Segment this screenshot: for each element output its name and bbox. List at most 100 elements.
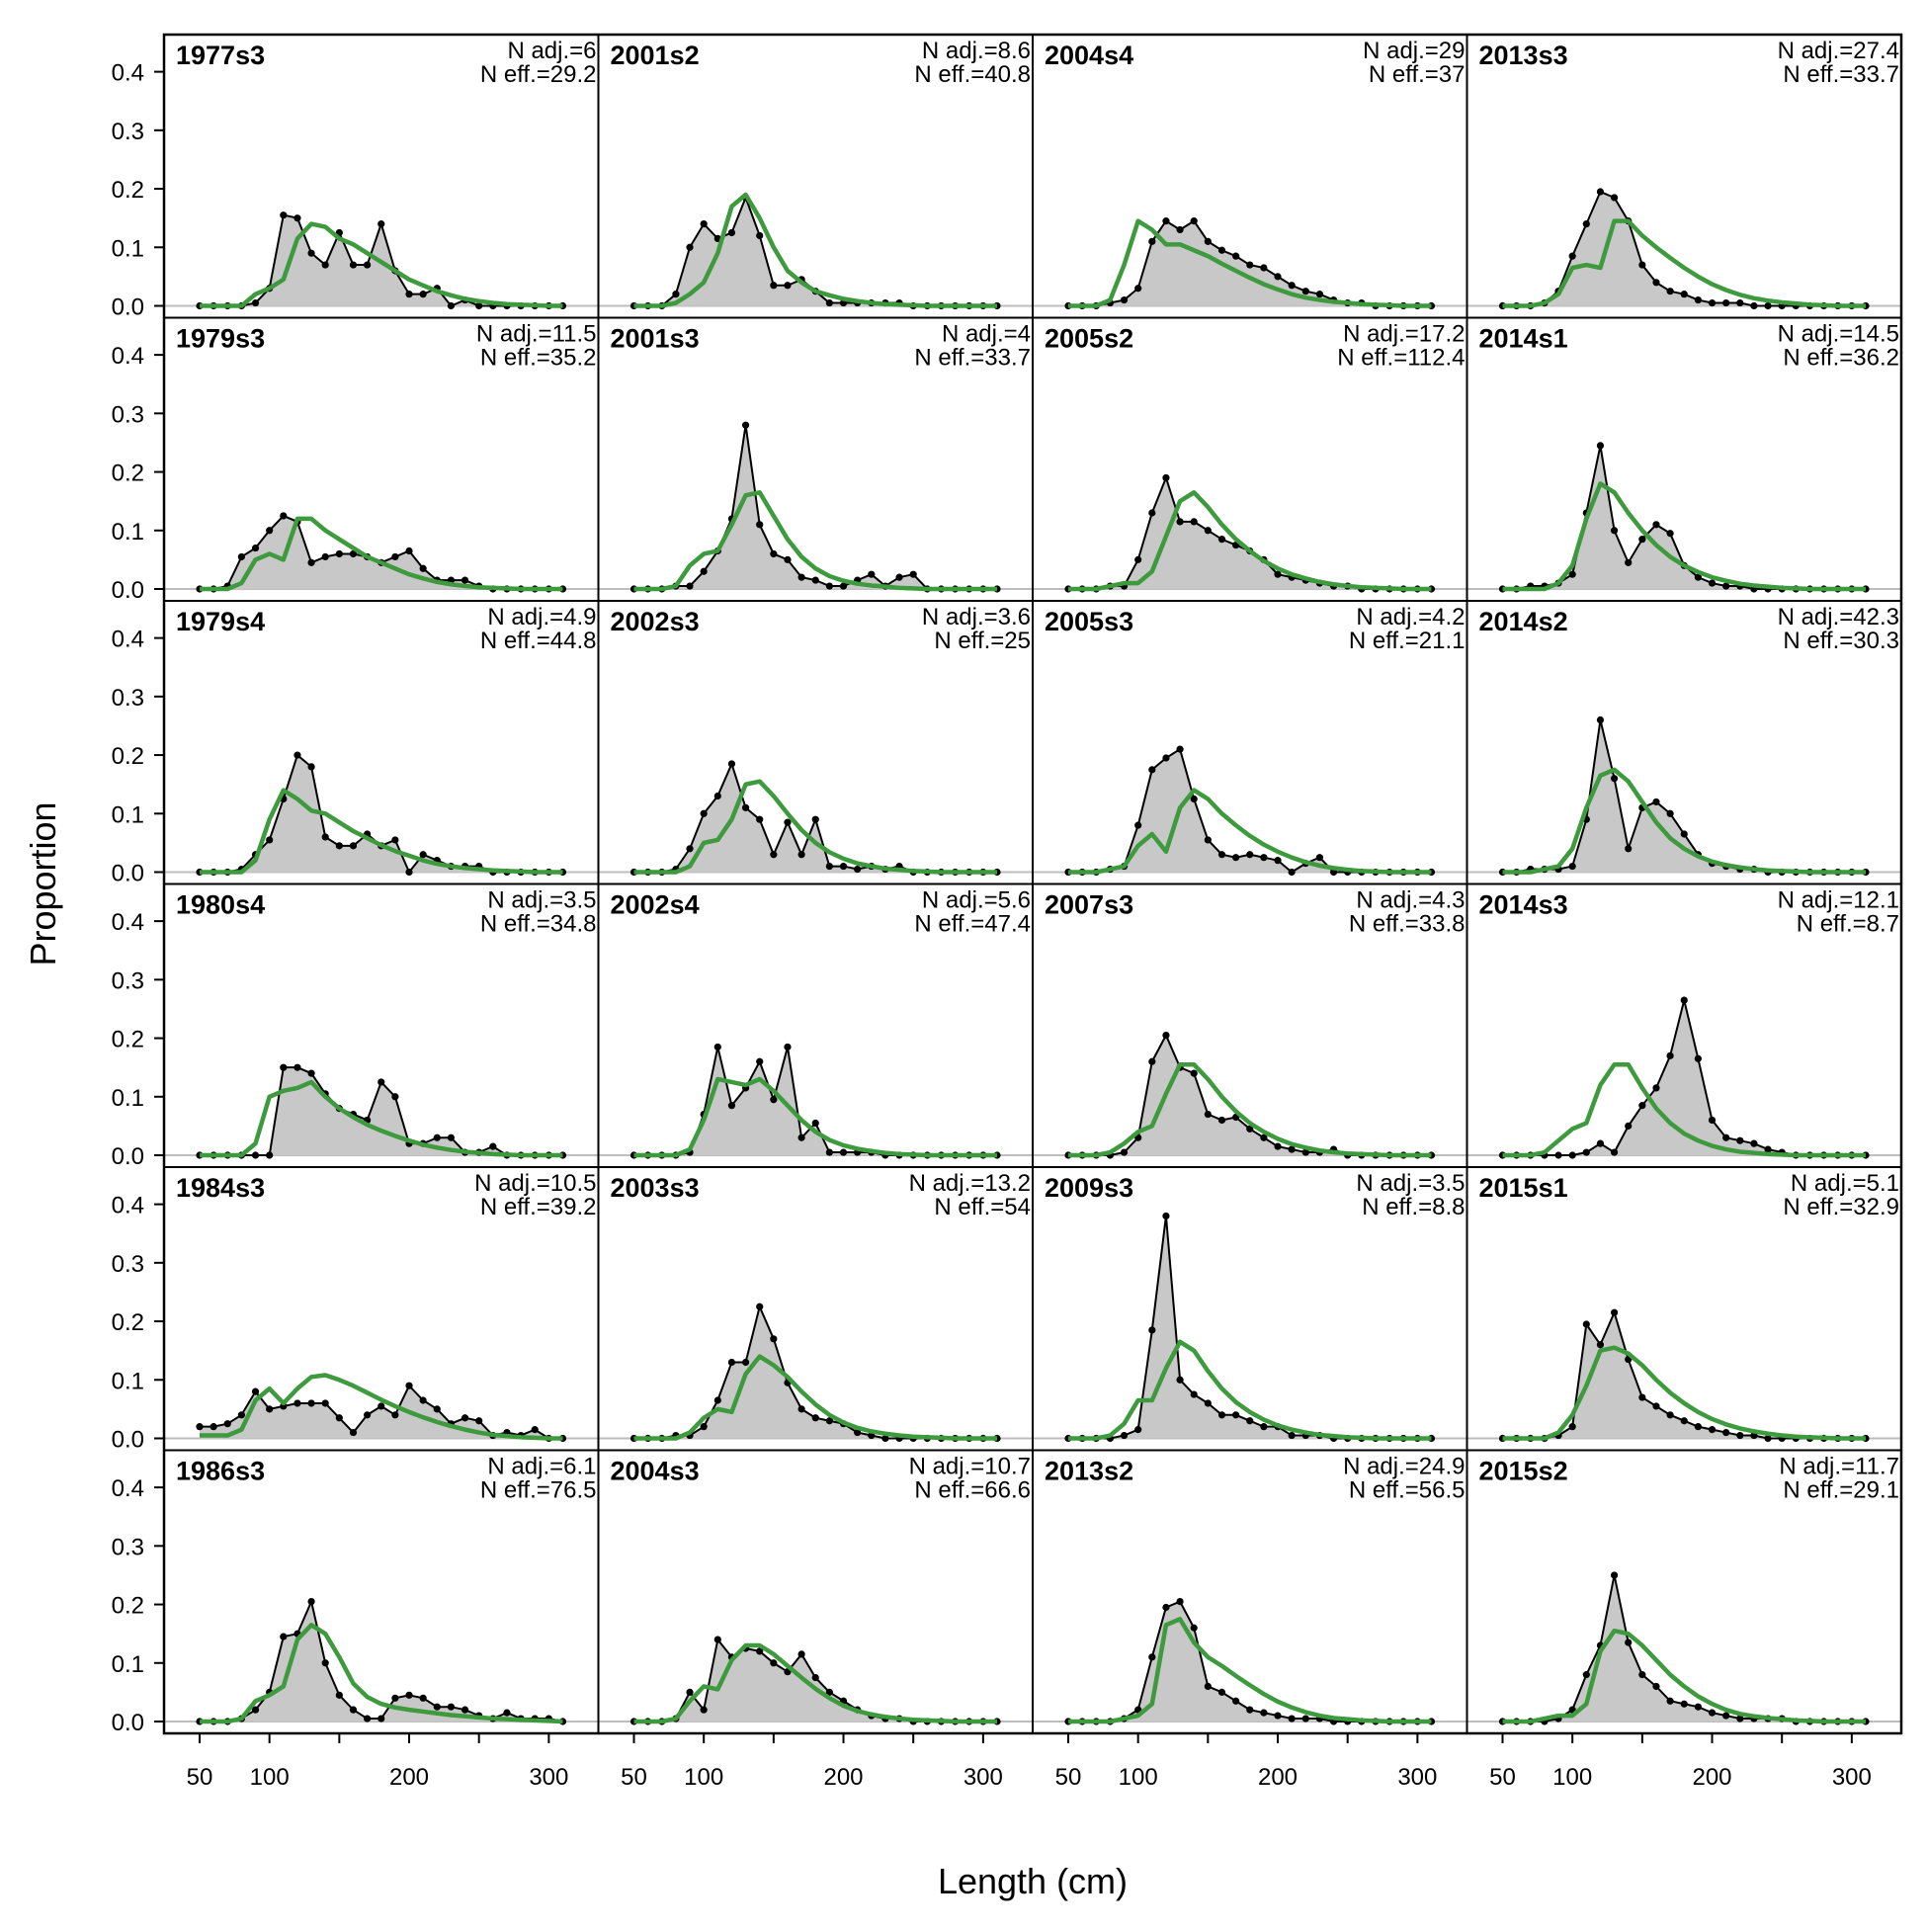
n-adj-label: N adj.=6 — [507, 38, 596, 64]
observed-point — [784, 818, 792, 826]
observed-point — [1680, 996, 1688, 1004]
observed-point — [1288, 282, 1296, 290]
observed-point — [349, 1706, 358, 1714]
observed-point — [1134, 821, 1142, 829]
observed-point — [1217, 246, 1226, 254]
n-adj-label: N adj.=24.9 — [1343, 1454, 1465, 1480]
expected-line — [200, 221, 563, 308]
observed-point — [1288, 868, 1296, 877]
panel-title: 2001s2 — [611, 41, 700, 70]
observed-point — [1190, 1390, 1198, 1398]
observed-point — [377, 1402, 385, 1410]
x-tick-label: 200 — [389, 1764, 429, 1791]
observed-point — [489, 1142, 497, 1150]
observed-point — [713, 1396, 721, 1404]
x-tick-label: 50 — [187, 1764, 213, 1791]
observed-point — [1736, 1715, 1744, 1722]
observed-point — [1301, 288, 1309, 295]
observed-point — [727, 1358, 736, 1367]
n-eff-label: N eff.=34.8 — [480, 911, 597, 938]
observed-point — [1680, 1700, 1688, 1708]
observed-point — [1722, 582, 1730, 590]
observed-area — [1502, 1000, 1866, 1155]
panel-title: 2004s4 — [1045, 41, 1133, 70]
observed-point — [770, 851, 778, 859]
n-adj-label: N adj.=8.6 — [922, 38, 1031, 64]
observed-point — [1764, 301, 1772, 310]
n-eff-label: N eff.=47.4 — [914, 911, 1031, 938]
panel-title: 1979s4 — [176, 607, 265, 636]
y-tick-label: 0.0 — [112, 294, 144, 321]
observed-point — [280, 512, 288, 520]
observed-point — [307, 249, 315, 257]
panel-2014s3 — [1466, 996, 1901, 1159]
observed-point — [419, 851, 427, 859]
observed-point — [1134, 1426, 1142, 1434]
n-eff-label: N eff.=112.4 — [1337, 345, 1465, 372]
y-tick-label: 0.2 — [112, 743, 144, 770]
observed-point — [1260, 1709, 1268, 1717]
n-eff-label: N eff.=33.7 — [1783, 61, 1899, 88]
observed-point — [349, 549, 358, 558]
observed-point — [1652, 521, 1660, 529]
observed-point — [349, 261, 358, 269]
observed-point — [1750, 301, 1758, 310]
observed-area — [200, 1601, 563, 1722]
observed-point — [1204, 1682, 1212, 1691]
expected-line — [1068, 1061, 1432, 1158]
observed-point — [1582, 1320, 1590, 1328]
observed-point — [1694, 1054, 1702, 1062]
observed-point — [825, 298, 833, 307]
n-adj-label: N adj.=17.2 — [1343, 321, 1465, 348]
y-tick-label: 0.0 — [112, 861, 144, 887]
panel-2005s2 — [1033, 473, 1467, 593]
observed-point — [1666, 530, 1674, 538]
observed-point — [1288, 1145, 1296, 1153]
y-tick-label: 0.3 — [112, 1534, 144, 1560]
y-tick-label: 0.1 — [112, 801, 144, 828]
panel-2005s3 — [1033, 745, 1467, 877]
observed-point — [1750, 1139, 1758, 1147]
observed-point — [1764, 1434, 1772, 1443]
panel-1986s3 — [164, 1597, 599, 1725]
observed-area — [200, 1386, 563, 1439]
observed-point — [1610, 1571, 1619, 1579]
observed-point — [405, 1382, 413, 1389]
observed-point — [825, 862, 833, 871]
observed-point — [1666, 288, 1674, 295]
observed-point — [377, 1715, 385, 1722]
observed-point — [1638, 261, 1646, 269]
observed-point — [1162, 473, 1170, 482]
observed-point — [251, 298, 260, 307]
observed-point — [237, 552, 246, 561]
observed-point — [266, 527, 274, 535]
x-tick-label: 50 — [621, 1764, 647, 1791]
observed-point — [433, 1703, 441, 1711]
n-eff-label: N eff.=40.8 — [914, 61, 1031, 88]
expected-line — [1068, 218, 1432, 308]
panel-2003s3 — [598, 1302, 1033, 1443]
observed-area — [1068, 1601, 1432, 1722]
panel-title: 1977s3 — [176, 41, 265, 70]
observed-point — [321, 552, 329, 561]
observed-point — [307, 1069, 315, 1077]
panel-2001s3 — [598, 421, 1033, 593]
observed-point — [1176, 1376, 1184, 1384]
observed-point — [1232, 252, 1240, 260]
panel-1979s3 — [164, 512, 599, 593]
observed-point — [784, 282, 792, 290]
observed-point — [1638, 536, 1646, 544]
observed-point — [1260, 854, 1268, 862]
y-tick-label: 0.0 — [112, 577, 144, 604]
panel-1979s4 — [164, 751, 599, 877]
observed-point — [1217, 1688, 1226, 1696]
panel-2002s4 — [598, 1043, 1033, 1159]
expected-line — [200, 1079, 563, 1158]
observed-point — [293, 751, 301, 759]
observed-area — [200, 515, 563, 589]
observed-point — [1190, 217, 1198, 225]
observed-point — [321, 1399, 329, 1407]
observed-point — [307, 558, 315, 566]
observed-point — [686, 1688, 694, 1696]
panel-title: 2004s3 — [611, 1457, 700, 1486]
